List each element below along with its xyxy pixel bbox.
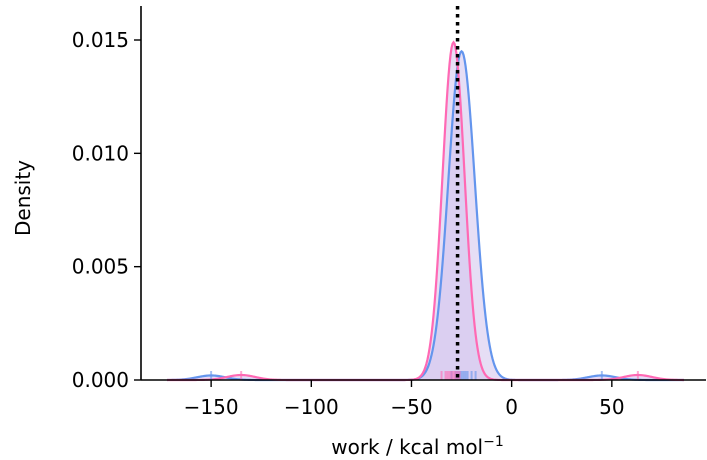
density-curve-0 [167,49,684,382]
x-tick-label: 0 [505,395,518,419]
x-axis-label-text: work / kcal mol [331,435,483,459]
x-axis-label: work / kcal mol−1 [331,434,504,459]
x-tick-label: −150 [184,395,239,419]
y-axis-label: Density [11,160,35,236]
density-fills [167,42,684,381]
x-axis-ticks: −150 −100 −50 0 50 [184,380,625,419]
y-tick-label: 0.005 [72,255,129,279]
y-tick-label: 0.015 [72,28,129,52]
y-axis-ticks: 0.000 0.005 0.010 0.015 [72,28,141,392]
x-axis-label-superscript: −1 [483,434,504,450]
y-tick-label: 0.000 [72,368,129,392]
x-tick-label: −50 [390,395,432,419]
density-curve-1 [167,40,684,382]
x-tick-label: −100 [284,395,339,419]
density-curves [167,40,684,382]
rug-marks [210,371,639,380]
density-fill-1 [167,42,684,381]
y-tick-label: 0.010 [72,141,129,165]
density-fill-0 [167,51,684,380]
x-tick-label: 50 [599,395,624,419]
